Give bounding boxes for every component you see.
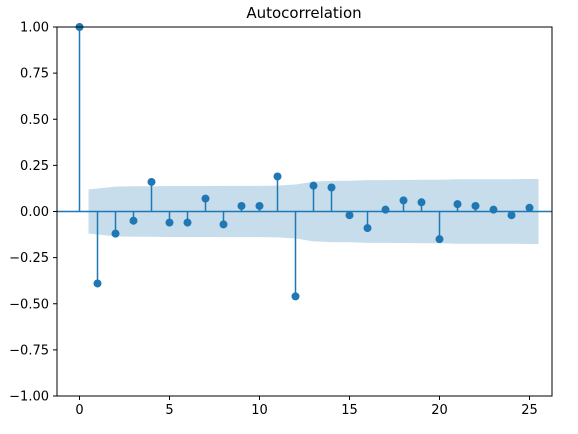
y-tick-label: 0.75 [20,67,49,82]
stem-marker [183,218,192,227]
stem-marker [291,292,300,301]
x-tick-label: 20 [431,403,448,418]
stem-marker [327,183,336,192]
y-tick-label: 0.00 [20,205,49,220]
stem-marker [507,211,516,220]
stem-marker [381,205,390,214]
stem-marker [273,172,282,181]
stem-marker [399,196,408,205]
tick-layer: 0 5 10 15 20 25 −1.00 −0.75 −0.50 −0.25 0.00 0.25 0.… [9,21,538,419]
y-tick-label: −1.00 [9,390,49,405]
stem-marker [201,194,210,203]
stem-marker [147,177,156,186]
stem-marker [525,203,534,212]
y-tick-label: −0.25 [9,251,49,266]
stem-marker [489,205,498,214]
x-tick-label: 5 [165,403,173,418]
stem-marker [111,229,120,238]
stem-marker [255,201,264,210]
x-tick-label: 0 [75,403,83,418]
x-tick-label: 10 [251,403,268,418]
stem-marker [435,235,444,244]
stem-marker [363,224,372,233]
y-tick-label: −0.50 [9,297,49,312]
stem-marker [453,200,462,209]
y-tick-label: −0.75 [9,343,49,358]
y-tick-label: 1.00 [20,21,49,36]
stem-marker [219,220,228,229]
stem-marker [129,216,138,225]
stem-marker [93,279,102,288]
stem-layer [75,23,534,301]
x-tick-label: 15 [341,403,358,418]
stem-marker [417,198,426,207]
y-tick-label: 0.25 [20,159,49,174]
stem-marker [237,201,246,210]
x-tick-label: 25 [521,403,538,418]
stem-marker [309,181,318,190]
chart-title: Autocorrelation [246,4,361,22]
y-tick-label: 0.50 [20,113,49,128]
stem-marker [345,211,354,220]
stem-marker [165,218,174,227]
stem-marker [471,201,480,210]
